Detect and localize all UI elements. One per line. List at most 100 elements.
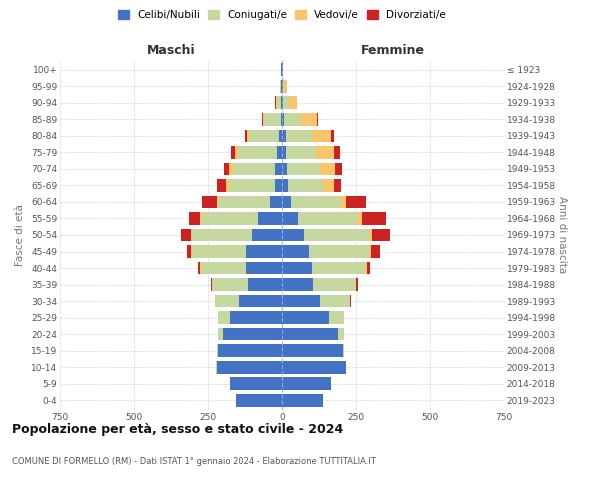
Bar xyxy=(282,245,308,258)
Bar xyxy=(281,96,282,110)
Bar xyxy=(200,262,247,274)
Bar xyxy=(284,113,301,126)
Bar xyxy=(211,278,212,291)
Bar xyxy=(282,96,283,110)
Bar xyxy=(343,344,344,357)
Bar xyxy=(282,80,283,93)
Bar xyxy=(334,179,341,192)
Bar xyxy=(282,212,298,225)
Bar xyxy=(270,196,282,208)
Bar xyxy=(217,360,282,374)
Bar xyxy=(230,377,282,390)
Bar xyxy=(277,146,282,159)
Bar xyxy=(340,196,346,208)
Text: Maschi: Maschi xyxy=(146,44,196,57)
Bar xyxy=(282,344,343,357)
Bar xyxy=(282,130,286,142)
Bar xyxy=(282,328,338,340)
Bar xyxy=(311,262,367,274)
Bar xyxy=(218,311,230,324)
Bar xyxy=(218,196,270,208)
Bar xyxy=(338,328,344,340)
Y-axis label: Anni di nascita: Anni di nascita xyxy=(557,196,567,274)
Bar xyxy=(264,113,281,126)
Bar xyxy=(275,179,282,192)
Bar xyxy=(301,113,317,126)
Bar xyxy=(370,228,372,241)
Bar xyxy=(212,278,248,291)
Bar xyxy=(331,130,334,142)
Bar xyxy=(288,179,323,192)
Bar xyxy=(362,212,386,225)
Bar xyxy=(275,162,282,175)
Bar xyxy=(346,196,367,208)
Bar xyxy=(291,196,340,208)
Bar xyxy=(262,113,263,126)
Bar xyxy=(282,360,346,374)
Bar xyxy=(276,96,277,110)
Bar xyxy=(192,228,253,241)
Bar xyxy=(304,228,370,241)
Bar xyxy=(259,212,282,225)
Bar xyxy=(247,130,250,142)
Bar xyxy=(282,294,320,308)
Text: Popolazione per età, sesso e stato civile - 2024: Popolazione per età, sesso e stato civil… xyxy=(12,422,343,436)
Legend: Celibi/Nubili, Coniugati/e, Vedovi/e, Divorziati/e: Celibi/Nubili, Coniugati/e, Vedovi/e, Di… xyxy=(116,8,448,22)
Bar xyxy=(286,146,316,159)
Bar xyxy=(282,228,304,241)
Bar xyxy=(250,130,279,142)
Bar xyxy=(372,228,390,241)
Bar xyxy=(323,179,334,192)
Bar xyxy=(317,113,319,126)
Bar xyxy=(289,96,297,110)
Bar xyxy=(282,113,284,126)
Bar xyxy=(281,113,282,126)
Bar xyxy=(282,262,311,274)
Bar xyxy=(198,262,200,274)
Bar xyxy=(282,377,331,390)
Bar xyxy=(218,328,223,340)
Bar xyxy=(367,262,370,274)
Bar xyxy=(286,130,312,142)
Bar xyxy=(282,179,288,192)
Bar xyxy=(316,146,334,159)
Bar xyxy=(239,294,282,308)
Bar xyxy=(371,245,380,258)
Y-axis label: Fasce di età: Fasce di età xyxy=(16,204,25,266)
Bar xyxy=(223,328,282,340)
Bar xyxy=(187,245,191,258)
Bar xyxy=(284,80,287,93)
Bar xyxy=(190,212,200,225)
Bar xyxy=(202,196,217,208)
Bar xyxy=(229,179,275,192)
Bar xyxy=(356,278,358,291)
Bar xyxy=(298,212,358,225)
Bar xyxy=(238,146,277,159)
Bar xyxy=(334,146,340,159)
Bar xyxy=(282,311,329,324)
Bar xyxy=(226,179,229,192)
Bar xyxy=(287,162,320,175)
Bar xyxy=(200,212,259,225)
Bar xyxy=(181,228,191,241)
Bar xyxy=(283,96,289,110)
Bar xyxy=(245,130,247,142)
Bar xyxy=(192,245,247,258)
Bar xyxy=(329,311,344,324)
Bar xyxy=(320,162,335,175)
Bar xyxy=(370,245,371,258)
Bar xyxy=(236,394,282,406)
Bar xyxy=(247,245,282,258)
Bar xyxy=(308,245,370,258)
Text: Femmine: Femmine xyxy=(361,44,425,57)
Bar xyxy=(248,278,282,291)
Bar xyxy=(283,80,284,93)
Bar xyxy=(231,146,235,159)
Bar xyxy=(282,162,287,175)
Bar xyxy=(282,394,323,406)
Bar xyxy=(233,162,275,175)
Bar xyxy=(282,196,291,208)
Bar xyxy=(217,179,226,192)
Bar xyxy=(215,294,239,308)
Bar xyxy=(313,278,356,291)
